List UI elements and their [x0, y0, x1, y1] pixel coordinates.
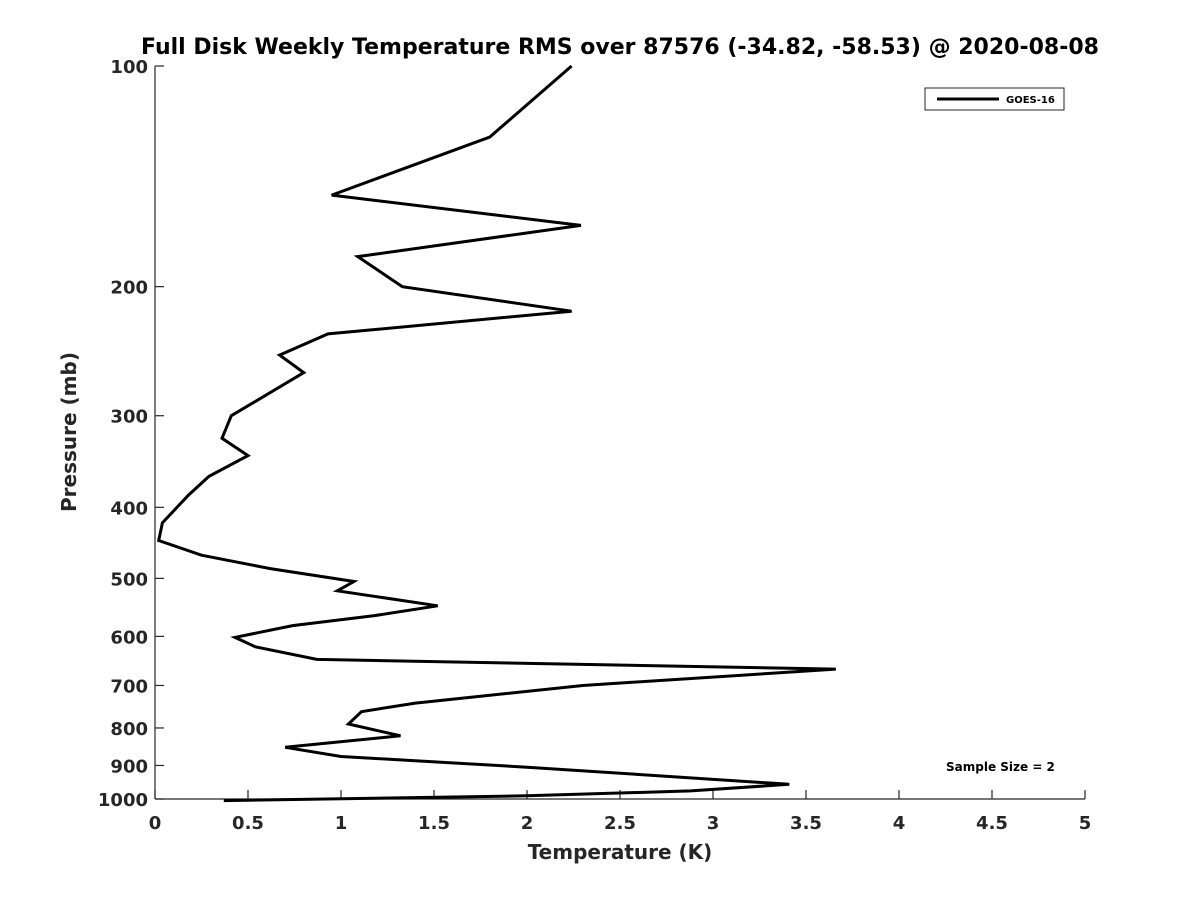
series-line-goes-16	[156, 64, 836, 803]
y-tick-label: 800	[110, 719, 148, 740]
x-tick-label: 2.5	[604, 813, 636, 834]
y-ticks: 100 200 300 400 500 600 700 800 900 1000	[98, 57, 164, 811]
sample-size-annotation: Sample Size = 2	[946, 760, 1055, 774]
y-tick-label: 900	[110, 756, 148, 777]
x-tick-label: 0.5	[232, 813, 264, 834]
x-tick-label: 2	[521, 813, 534, 834]
y-axis-label: Pressure (mb)	[57, 352, 81, 512]
y-tick-label: 400	[110, 498, 148, 519]
x-tick-label: 5	[1079, 813, 1092, 834]
y-tick-label: 700	[110, 676, 148, 697]
x-axis-label: Temperature (K)	[528, 840, 713, 864]
legend-label: GOES-16	[1006, 95, 1055, 106]
legend: GOES-16	[924, 87, 1065, 111]
y-tick-label: 200	[110, 278, 148, 299]
x-tick-label: 0	[149, 813, 162, 834]
x-tick-label: 1	[335, 813, 348, 834]
y-tick-label: 600	[110, 627, 148, 648]
y-tick-label: 300	[110, 407, 148, 428]
x-tick-label: 3.5	[790, 813, 822, 834]
x-tick-label: 1.5	[418, 813, 450, 834]
y-tick-label: 100	[110, 57, 148, 78]
chart-title: Full Disk Weekly Temperature RMS over 87…	[141, 35, 1099, 60]
x-tick-label: 3	[707, 813, 720, 834]
x-tick-label: 4	[893, 813, 906, 834]
y-tick-label: 500	[110, 569, 148, 590]
x-tick-label: 4.5	[976, 813, 1008, 834]
y-tick-label: 1000	[98, 790, 148, 811]
x-ticks: 0 0.5 1 1.5 2 2.5 3 3.5 4 4.5 5	[149, 790, 1092, 834]
series-group	[156, 64, 836, 803]
